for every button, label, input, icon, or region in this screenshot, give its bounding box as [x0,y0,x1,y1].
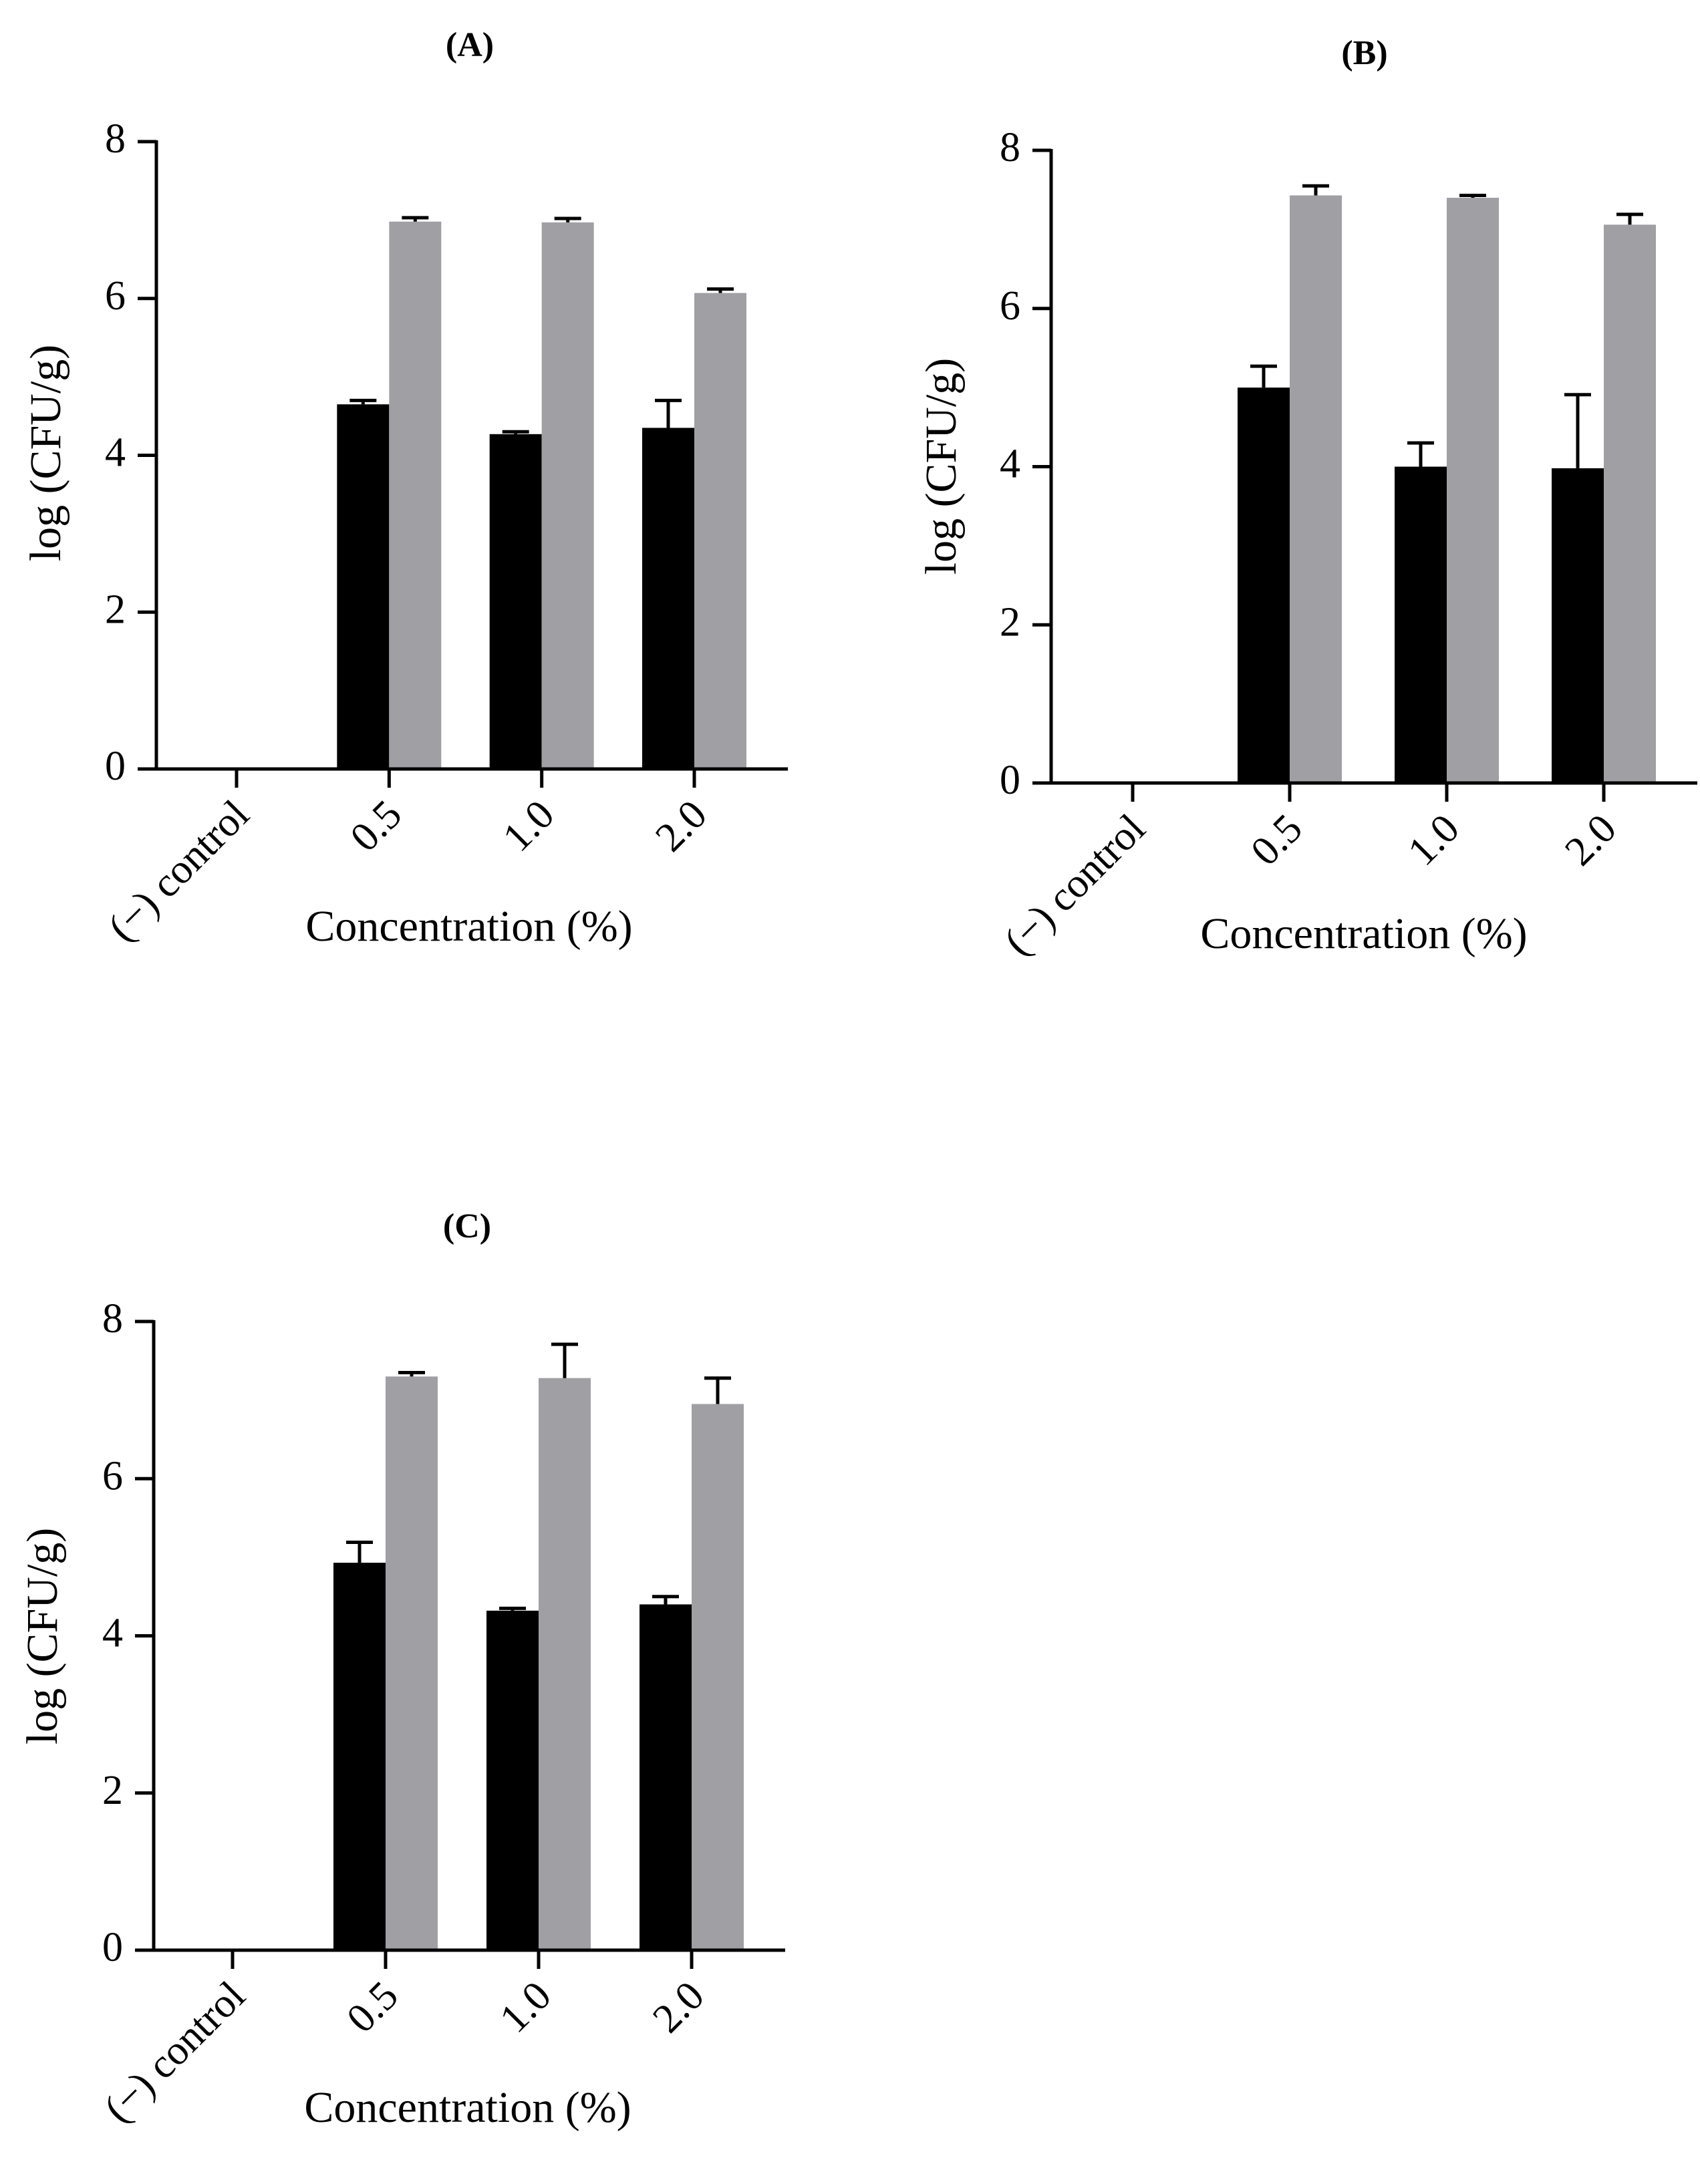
x-axis-title: Concentration (%) [304,2083,631,2132]
panel-title: (B) [1341,34,1387,72]
y-tick-label: 6 [1000,283,1020,329]
chart-panel-b: (B) 0 2 4 6 8 (−) control 0.5 1.0 2.0 Concentratio… [917,34,1697,964]
y-tick-label: 4 [105,430,126,476]
bar-1-3 [1552,468,1604,783]
y-tick-label: 8 [105,116,126,162]
bar-2-2 [1447,198,1499,783]
x-category-label: 0.5 [338,1973,407,2042]
bar-2-2 [539,1378,591,1950]
bar-2-3 [694,293,746,769]
x-category-label: (−) control [100,792,258,950]
y-tick-label: 6 [102,1453,123,1499]
panel-title: (A) [446,26,494,64]
y-tick-label: 0 [105,744,126,789]
bar-2-3 [1604,224,1656,784]
y-tick-label: 0 [102,1925,123,1970]
x-category-label: 2.0 [644,1973,713,2042]
y-axis-title: log (CFU/g) [18,1528,67,1745]
y-tick-label: 8 [102,1296,123,1342]
y-tick-label: 6 [105,273,126,319]
x-category-label: (−) control [996,806,1154,964]
y-tick-label: 0 [1000,758,1020,803]
bar-2-1 [386,1376,438,1950]
y-axis-title: log (CFU/g) [917,358,966,575]
x-category-label: (−) control [96,1973,254,2131]
x-category-label: 1.0 [1399,806,1468,875]
bar-2-1 [1290,195,1342,783]
x-category-label: 1.0 [491,1973,560,2042]
bar-1-2 [1395,466,1447,783]
bar-1-3 [640,1604,692,1950]
bar-1-1 [337,404,390,769]
bar-2-1 [389,221,442,769]
y-tick-label: 2 [105,587,126,632]
bar-1-1 [333,1563,386,1950]
y-tick-label: 2 [102,1768,123,1813]
x-category-label: 0.5 [341,792,410,861]
bar-2-2 [541,222,594,769]
x-axis-title: Concentration (%) [305,902,632,951]
bar-1-2 [486,1610,539,1950]
y-axis-title: log (CFU/g) [21,345,70,562]
x-category-label: 1.0 [494,792,563,861]
bar-1-1 [1238,387,1290,783]
x-category-label: 2.0 [1556,806,1625,875]
x-category-label: 2.0 [647,792,716,861]
bar-1-3 [642,428,694,769]
y-tick-label: 2 [1000,599,1020,645]
bar-1-2 [489,434,542,769]
chart-panel-a: (A) 0 2 4 6 8 (−) control 0.5 1.0 2.0 Concentratio… [21,26,788,951]
bar-2-3 [692,1404,744,1950]
chart-panel-c: (C) 0 2 4 6 8 (−) control 0.5 1.0 2.0 Concentratio… [18,1207,785,2132]
panel-title: (C) [443,1207,491,1245]
y-tick-label: 4 [102,1611,123,1656]
x-axis-title: Concentration (%) [1200,909,1527,958]
y-tick-label: 4 [1000,442,1020,487]
x-category-label: 0.5 [1242,806,1311,875]
y-tick-label: 8 [1000,125,1020,170]
